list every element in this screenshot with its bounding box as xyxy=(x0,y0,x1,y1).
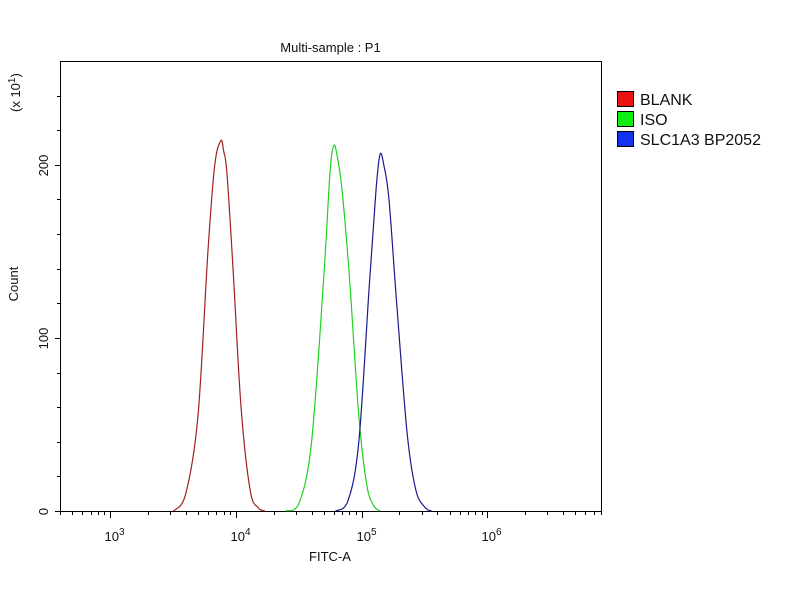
x-tick-label: 103 xyxy=(105,527,125,544)
y-multiplier-exponent: 1 xyxy=(7,77,18,83)
plot-frame xyxy=(60,61,602,512)
legend-label: SLC1A3 BP2052 xyxy=(640,132,761,149)
legend-swatch xyxy=(617,91,634,107)
x-tick-label: 104 xyxy=(231,527,251,544)
y-multiplier-close: ) xyxy=(8,73,23,77)
x-tick-label: 106 xyxy=(482,527,502,544)
series-line-iso xyxy=(285,144,381,512)
y-axis-label: Count xyxy=(6,266,21,301)
series-layer xyxy=(173,139,432,512)
y-multiplier-base: (x 10 xyxy=(8,83,23,112)
legend-swatch xyxy=(617,131,634,147)
series-line-slc1a3-bp2052 xyxy=(335,152,432,512)
y-tick-label: 100 xyxy=(36,328,51,350)
y-axis-multiplier: (x 101) xyxy=(7,73,23,112)
y-axis: 0 100 200 xyxy=(36,96,60,515)
x-axis-label: FITC-A xyxy=(309,549,351,564)
series-line-blank xyxy=(173,139,266,512)
x-tick-label: 105 xyxy=(357,527,377,544)
x-axis: 103 104 105 106 xyxy=(60,511,602,544)
y-tick-label: 0 xyxy=(36,508,51,515)
legend: BLANK ISO SLC1A3 BP2052 xyxy=(617,91,761,149)
legend-label: ISO xyxy=(640,112,668,129)
legend-label: BLANK xyxy=(640,92,693,109)
y-tick-label: 200 xyxy=(36,155,51,177)
chart-title: Multi-sample : P1 xyxy=(280,40,380,55)
legend-swatch xyxy=(617,111,634,127)
